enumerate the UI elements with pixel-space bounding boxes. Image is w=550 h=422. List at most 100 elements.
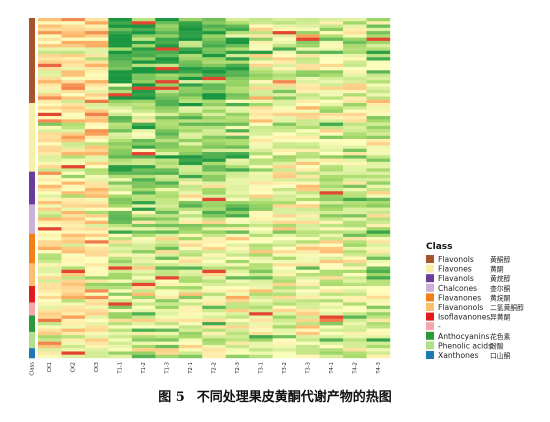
heatmap-cell — [84, 184, 109, 189]
heatmap-cell — [84, 24, 109, 29]
heatmap-cell — [343, 174, 367, 179]
column-label: T1-2 — [141, 362, 147, 375]
heatmap-cell — [272, 325, 297, 329]
heatmap-cell — [108, 315, 133, 319]
heatmap-cell — [343, 125, 367, 130]
heatmap-cell — [296, 256, 320, 261]
heatmap-cell — [202, 181, 226, 185]
heatmap-cell — [343, 83, 367, 87]
heatmap-cell — [131, 73, 156, 78]
heatmap-cell — [38, 152, 62, 156]
heatmap-cell — [84, 289, 109, 293]
heatmap-cell — [84, 96, 109, 100]
heatmap-cell — [366, 354, 391, 359]
column-label: T1-1 — [118, 362, 124, 375]
heatmap-cell — [108, 318, 133, 323]
heatmap-cell — [131, 233, 156, 238]
heatmap-cell — [108, 331, 133, 336]
heatmap-cell — [343, 109, 367, 114]
heatmap-cell — [225, 99, 250, 104]
heatmap-cell — [84, 230, 109, 234]
heatmap-cell — [131, 308, 156, 313]
heatmap-cell — [272, 152, 297, 156]
heatmap-cell — [296, 253, 320, 257]
heatmap-cell — [296, 57, 320, 61]
heatmap-cell — [272, 24, 297, 29]
heatmap-cell — [249, 18, 273, 22]
heatmap-cell — [272, 155, 297, 159]
heatmap-cell — [155, 181, 179, 185]
heatmap-cell — [272, 276, 297, 280]
heatmap-cell — [38, 73, 62, 78]
heatmap-cell — [131, 31, 156, 35]
heatmap-cell — [38, 24, 62, 29]
heatmap-cell — [178, 138, 203, 143]
heatmap-cell — [38, 233, 62, 238]
heatmap-cell — [272, 295, 297, 300]
heatmap-cell — [131, 243, 156, 248]
heatmap-cell — [343, 148, 367, 153]
heatmap-cell — [131, 165, 156, 169]
heatmap-cell — [61, 161, 86, 166]
heatmap-cell — [202, 295, 226, 300]
heatmap-cell — [249, 201, 273, 205]
heatmap-cell — [61, 253, 86, 257]
heatmap-cell — [272, 76, 297, 81]
heatmap-cell — [343, 240, 367, 244]
legend-label: Xanthones — [438, 351, 479, 360]
heatmap-cell — [272, 67, 297, 71]
heatmap-cell — [366, 109, 391, 114]
heatmap-cell — [131, 250, 156, 254]
heatmap-cell — [225, 112, 250, 117]
heatmap-cell — [155, 21, 179, 25]
heatmap-cell — [272, 328, 297, 333]
heatmap-cell — [366, 93, 391, 97]
heatmap-cell — [319, 273, 344, 277]
heatmap-cell — [225, 348, 250, 352]
heatmap-cell — [202, 27, 226, 32]
heatmap-cell — [272, 194, 297, 199]
heatmap-cell — [202, 191, 226, 195]
heatmap-cell — [108, 53, 133, 58]
heatmap-cell — [202, 103, 226, 107]
heatmap-cell — [343, 31, 367, 35]
heatmap-cell — [272, 282, 297, 287]
heatmap-cell — [61, 60, 86, 64]
heatmap-cell — [366, 119, 391, 123]
heatmap-cell — [249, 152, 273, 156]
heatmap-cell — [249, 148, 273, 153]
heatmap-cell — [131, 348, 156, 352]
heatmap-cell — [178, 269, 203, 274]
heatmap-cell — [84, 256, 109, 261]
heatmap-cell — [61, 31, 86, 35]
heatmap-cell — [366, 214, 391, 218]
heatmap-cell — [272, 220, 297, 225]
heatmap-cell — [249, 233, 273, 238]
heatmap-cell — [319, 89, 344, 94]
heatmap-cell — [38, 96, 62, 100]
heatmap-cell — [343, 325, 367, 329]
heatmap-cell — [155, 178, 179, 182]
heatmap-cell — [108, 348, 133, 352]
heatmap-cell — [202, 250, 226, 254]
heatmap-cell — [61, 328, 86, 333]
heatmap-cell — [61, 191, 86, 195]
heatmap-cell — [272, 158, 297, 163]
heatmap-cell — [155, 70, 179, 74]
heatmap-cell — [319, 295, 344, 300]
heatmap-cell — [108, 256, 133, 261]
heatmap-cell — [178, 201, 203, 205]
heatmap-cell — [84, 240, 109, 244]
heatmap-cell — [225, 165, 250, 169]
heatmap-cell — [296, 83, 320, 87]
heatmap-cell — [84, 302, 109, 306]
heatmap-cell — [155, 152, 179, 156]
heatmap-cell — [108, 103, 133, 107]
heatmap-cell — [155, 354, 179, 359]
heatmap-cell — [366, 263, 391, 267]
heatmap-cell — [38, 335, 62, 339]
heatmap-cell — [296, 263, 320, 267]
heatmap-cell — [249, 322, 273, 326]
heatmap-cell — [131, 230, 156, 234]
heatmap-cell — [38, 315, 62, 319]
